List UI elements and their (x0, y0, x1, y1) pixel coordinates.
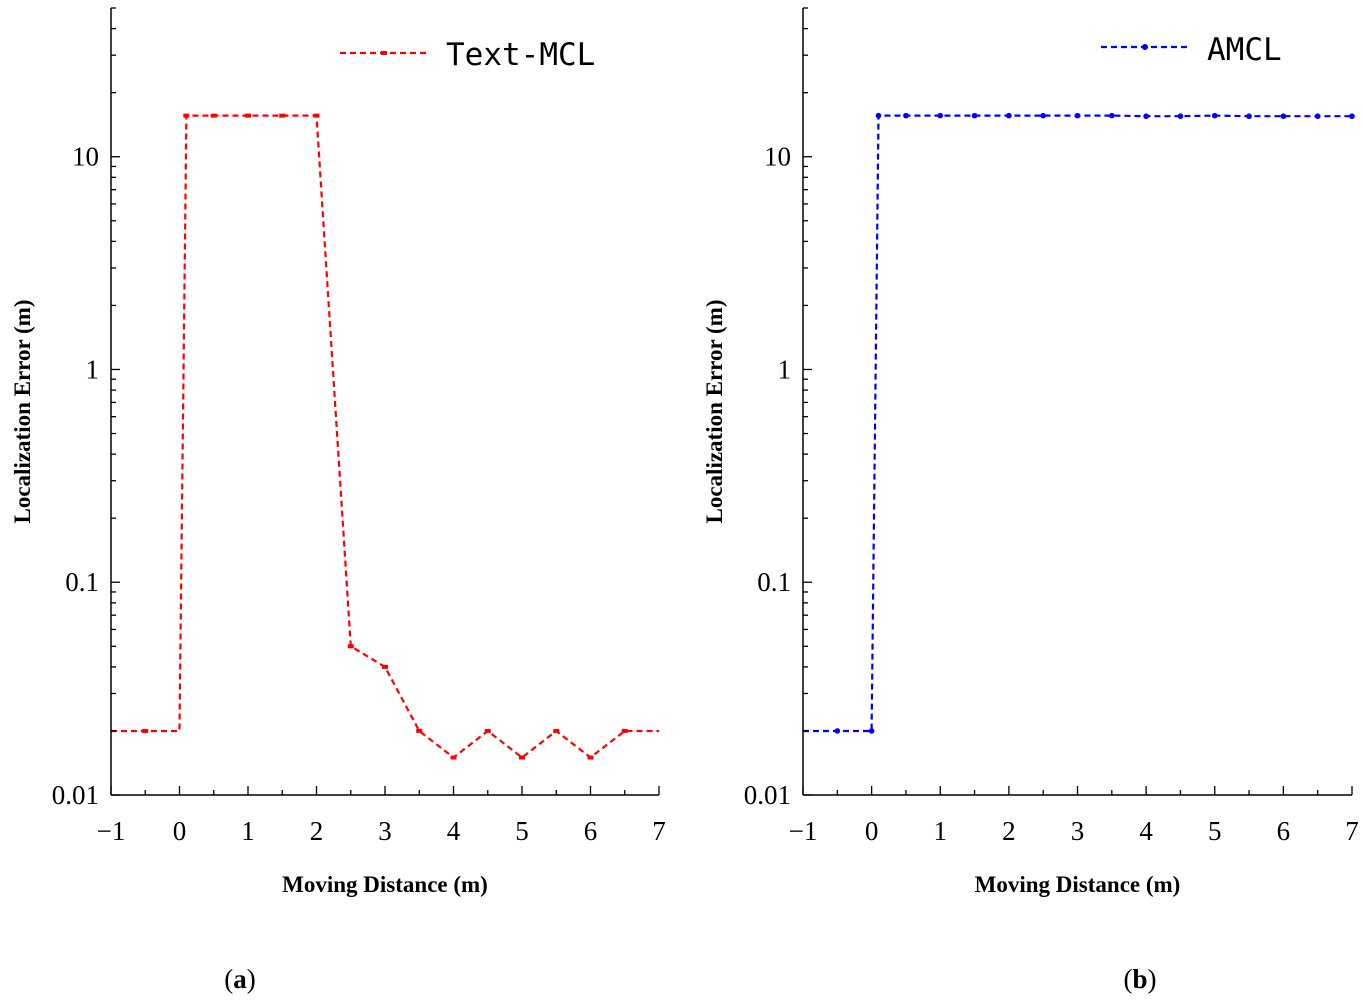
x-axis-title: Moving Distance (m) (282, 872, 488, 897)
data-point (868, 728, 875, 734)
legend: AMCL (1101, 32, 1282, 68)
x-tick-label: 6 (1277, 816, 1291, 846)
series-line (803, 114, 1352, 733)
x-tick-label: 0 (173, 816, 187, 846)
x-tick-label: −1 (789, 816, 818, 846)
data-point (834, 728, 841, 734)
data-point (347, 644, 354, 649)
legend-label: AMCL (1207, 32, 1282, 68)
y-ticks: 0.01 0.1 1 10 (744, 7, 812, 810)
data-point (1074, 112, 1081, 119)
data-point (587, 755, 594, 760)
legend-marker-icon (381, 51, 387, 55)
data-point (279, 113, 286, 118)
x-tick-label: −1 (97, 816, 126, 846)
data-point (183, 113, 190, 118)
x-tick-label: 4 (1139, 816, 1153, 846)
panel-caption-b: (b) (1123, 964, 1156, 994)
y-tick-label: 10 (72, 142, 99, 172)
legend-marker-icon (1142, 44, 1148, 50)
data-point (1006, 112, 1012, 119)
y-axis-title: Localization Error (m) (702, 300, 727, 524)
data-point (903, 112, 909, 119)
panel-caption-a: (a) (224, 964, 256, 994)
data-point (484, 728, 491, 733)
y-tick-label: 0.01 (744, 780, 791, 810)
data-point (416, 728, 423, 733)
data-point (1314, 113, 1321, 120)
data-point (971, 112, 978, 119)
y-tick-label: 0.1 (65, 567, 99, 597)
data-point (142, 728, 149, 733)
data-point (553, 728, 560, 733)
y-axis-title: Localization Error (m) (10, 300, 35, 524)
data-point (1177, 113, 1184, 120)
x-tick-label: 5 (1208, 816, 1222, 846)
y-ticks: 0.01 0.1 1 10 (52, 7, 120, 810)
data-point (519, 755, 525, 760)
series-layer (803, 112, 1355, 734)
data-point (245, 113, 251, 118)
data-point (1349, 113, 1355, 120)
data-point (382, 664, 388, 669)
data-point (937, 112, 944, 119)
data-point (1040, 112, 1046, 119)
legend-label: Text-MCL (446, 37, 595, 73)
data-point (1109, 112, 1115, 119)
x-tick-label: 7 (1345, 816, 1359, 846)
legend: Text-MCL (340, 37, 595, 73)
x-tick-label: 2 (310, 816, 324, 846)
data-point (1280, 113, 1287, 120)
data-point (450, 755, 457, 760)
x-tick-label: 0 (865, 816, 879, 846)
x-tick-label: 3 (1071, 816, 1085, 846)
data-point (313, 113, 320, 118)
x-ticks: −1 0 1 2 3 4 5 6 7 (789, 786, 1359, 846)
y-tick-label: 0.01 (52, 780, 99, 810)
y-tick-label: 1 (86, 354, 100, 384)
data-point (1143, 113, 1149, 120)
y-tick-label: 0.1 (757, 567, 791, 597)
data-point (875, 112, 882, 119)
chart-panel-a: 0.01 0.1 1 10 −1 0 1 2 3 4 5 6 7 Moving Distance (m… (10, 7, 666, 897)
series-line (111, 114, 659, 759)
chart-panel-b: 0.01 0.1 1 10 −1 0 1 2 3 4 5 6 7 Moving Distance (m… (702, 7, 1359, 897)
x-tick-label: 1 (934, 816, 948, 846)
data-point (1211, 112, 1218, 119)
data-point (1246, 113, 1252, 120)
x-tick-label: 4 (447, 816, 461, 846)
data-point (621, 728, 628, 733)
x-tick-label: 1 (241, 816, 255, 846)
y-tick-label: 1 (778, 354, 792, 384)
data-point (210, 113, 217, 118)
series-layer (111, 113, 659, 760)
x-tick-label: 3 (378, 816, 392, 846)
x-tick-label: 2 (1002, 816, 1016, 846)
y-tick-label: 10 (764, 142, 791, 172)
x-tick-label: 5 (515, 816, 529, 846)
x-tick-label: 7 (652, 816, 666, 846)
x-axis-title: Moving Distance (m) (975, 872, 1181, 897)
x-ticks: −1 0 1 2 3 4 5 6 7 (97, 786, 666, 846)
x-tick-label: 6 (584, 816, 598, 846)
